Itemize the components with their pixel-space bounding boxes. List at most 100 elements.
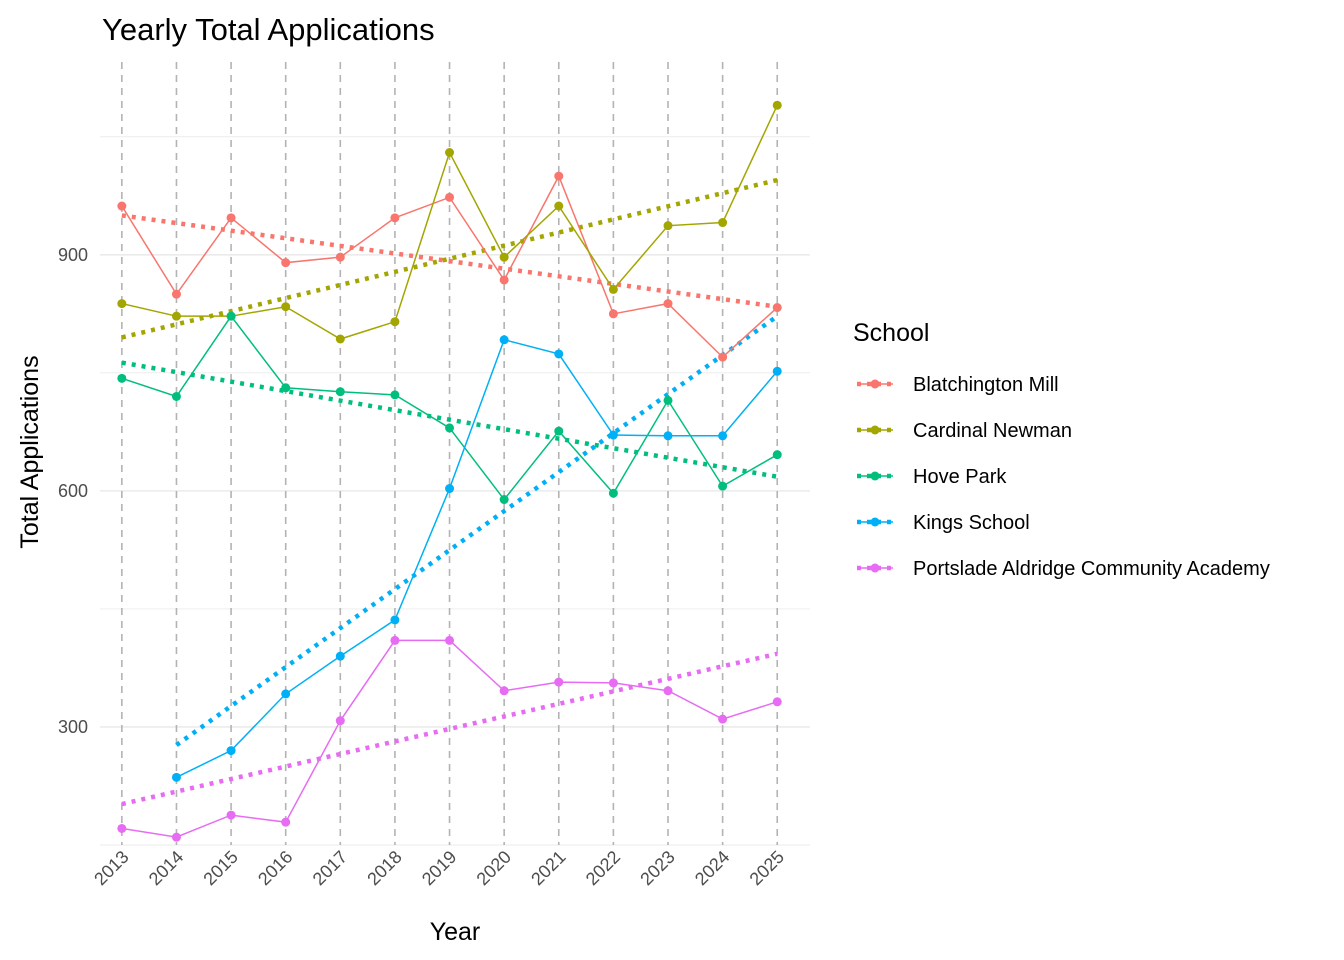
data-point <box>226 810 236 820</box>
legend-item: Portslade Aldridge Community Academy <box>857 558 1270 580</box>
data-point <box>281 383 291 393</box>
data-point <box>554 201 564 211</box>
data-point <box>608 430 618 440</box>
data-point <box>390 317 400 327</box>
trend-line <box>121 213 778 309</box>
legend-item: Blatchington Mill <box>857 374 1059 396</box>
data-point <box>499 686 509 696</box>
legend-label: Blatchington Mill <box>913 374 1059 396</box>
data-point <box>663 221 673 231</box>
data-point <box>608 678 618 688</box>
data-point <box>390 615 400 625</box>
x-tick-label: 2018 <box>363 847 405 889</box>
x-tick-label: 2019 <box>418 847 460 889</box>
y-tick-label: 600 <box>58 481 88 501</box>
data-point <box>663 686 673 696</box>
x-tick-label: 2022 <box>582 847 624 889</box>
data-point <box>772 100 782 110</box>
data-point <box>663 395 673 405</box>
data-point <box>390 635 400 645</box>
data-point <box>718 481 728 491</box>
x-tick-label: 2013 <box>90 847 132 889</box>
data-point <box>554 349 564 359</box>
data-point <box>772 366 782 376</box>
y-axis-ticks: 300 600 900 <box>58 245 88 737</box>
legend-items: Blatchington Mill Cardinal Newman Hove Par… <box>857 374 1270 580</box>
trend-line <box>175 314 779 747</box>
legend-label: Kings School <box>913 512 1030 534</box>
data-point <box>554 426 564 436</box>
legend: School Blatchington Mill Cardinal Newman H… <box>853 319 1270 580</box>
x-tick-label: 2016 <box>254 847 296 889</box>
data-point <box>718 714 728 724</box>
data-point <box>718 218 728 228</box>
data-point <box>226 746 236 756</box>
data-point <box>171 772 181 782</box>
data-point <box>335 651 345 661</box>
data-point <box>499 495 509 505</box>
data-point <box>281 817 291 827</box>
data-point <box>663 299 673 309</box>
legend-label: Cardinal Newman <box>913 420 1072 442</box>
grid <box>100 62 810 846</box>
series <box>117 311 782 505</box>
y-tick-label: 300 <box>58 717 88 737</box>
x-tick-label: 2015 <box>199 847 241 889</box>
y-axis-title: Total Applications <box>16 355 44 548</box>
chart-title: Yearly Total Applications <box>102 12 435 47</box>
data-point <box>445 484 455 494</box>
data-point <box>335 334 345 344</box>
legend-label: Portslade Aldridge Community Academy <box>913 558 1270 580</box>
data-point <box>499 252 509 262</box>
data-point <box>171 391 181 401</box>
trend-lines <box>121 177 779 807</box>
x-tick-label: 2025 <box>746 847 788 889</box>
data-point <box>117 299 127 309</box>
legend-item: Kings School <box>857 512 1030 534</box>
data-point <box>554 171 564 181</box>
legend-item: Hove Park <box>857 466 1007 488</box>
x-tick-label: 2023 <box>636 847 678 889</box>
x-tick-label: 2021 <box>527 847 569 889</box>
legend-key-point <box>870 379 880 389</box>
data-point <box>718 352 728 362</box>
data-point <box>117 823 127 833</box>
x-tick-label: 2024 <box>691 847 733 889</box>
data-point <box>171 311 181 321</box>
data-point <box>445 635 455 645</box>
data-point <box>171 832 181 842</box>
data-point <box>335 252 345 262</box>
data-point <box>663 431 673 441</box>
data-point <box>226 311 236 321</box>
data-point <box>772 303 782 313</box>
data-point <box>499 335 509 345</box>
x-tick-label: 2014 <box>145 847 187 889</box>
data-point <box>226 213 236 223</box>
data-point <box>608 309 618 319</box>
data-point <box>718 431 728 441</box>
series <box>117 171 782 362</box>
series <box>117 635 782 842</box>
data-point <box>445 423 455 433</box>
x-tick-label: 2017 <box>309 847 351 889</box>
legend-key-point <box>870 563 880 573</box>
data-point <box>608 284 618 294</box>
x-axis-ticks: 2013 2014 2015 2016 2017 2018 2019 2020 2021 2022… <box>90 847 788 889</box>
data-point <box>445 147 455 157</box>
legend-item: Cardinal Newman <box>857 420 1072 442</box>
data-point <box>117 373 127 383</box>
data-point <box>281 302 291 312</box>
legend-key-point <box>870 425 880 435</box>
data-point <box>281 258 291 268</box>
data-point <box>554 677 564 687</box>
legend-key-point <box>870 517 880 527</box>
trend-line <box>121 651 778 807</box>
x-axis-title: Year <box>430 918 481 946</box>
data-point <box>772 697 782 707</box>
data-point <box>499 275 509 285</box>
data-point <box>335 716 345 726</box>
series-line <box>176 338 778 778</box>
series <box>171 335 782 782</box>
data-point <box>171 289 181 299</box>
